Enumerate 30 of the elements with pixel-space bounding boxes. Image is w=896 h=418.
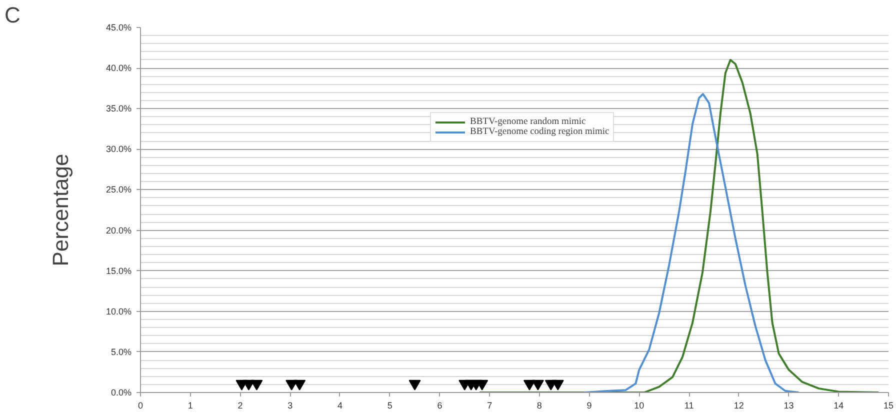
x-tick-label: 14 xyxy=(834,400,844,410)
x-tick-label: 12 xyxy=(734,400,744,410)
x-tick-label: 9 xyxy=(586,400,592,410)
text: C xyxy=(4,2,20,28)
legend-label: BBTV-genome coding region mimic xyxy=(470,127,610,137)
x-tick-label: 7 xyxy=(487,400,492,410)
y-tick-label: 45.0% xyxy=(106,22,132,32)
x-tick-label: 11 xyxy=(684,400,694,410)
y-tick-label: 20.0% xyxy=(106,225,132,236)
y-tick-label: 40.0% xyxy=(106,63,132,74)
x-tick-label: 15 xyxy=(883,400,894,410)
x-tick-label: 2 xyxy=(238,400,243,410)
x-tick-label: 5 xyxy=(387,400,392,410)
x-tick-label: 3 xyxy=(288,400,293,410)
y-tick-label: 10.0% xyxy=(106,306,132,316)
x-tick-label: 10 xyxy=(634,400,644,410)
x-tick-label: 4 xyxy=(337,400,342,410)
y-tick-label: 30.0% xyxy=(106,144,132,154)
y-tick-label: 35.0% xyxy=(106,104,132,114)
x-tick-label: 8 xyxy=(536,400,542,410)
y-tick-label: 5.0% xyxy=(110,346,132,357)
x-tick-label: 13 xyxy=(784,400,794,410)
legend-label: BBTV-genome random mimic xyxy=(470,117,586,127)
y-tick-label: 0.0% xyxy=(110,388,132,398)
x-tick-label: 6 xyxy=(437,400,442,410)
y-tick-label: 25.0% xyxy=(106,184,132,195)
x-tick-label: 1 xyxy=(188,400,193,410)
y-axis-title: Percentage xyxy=(48,154,73,266)
x-tick-label: 0 xyxy=(138,400,144,410)
y-tick-label: 15.0% xyxy=(106,266,132,276)
